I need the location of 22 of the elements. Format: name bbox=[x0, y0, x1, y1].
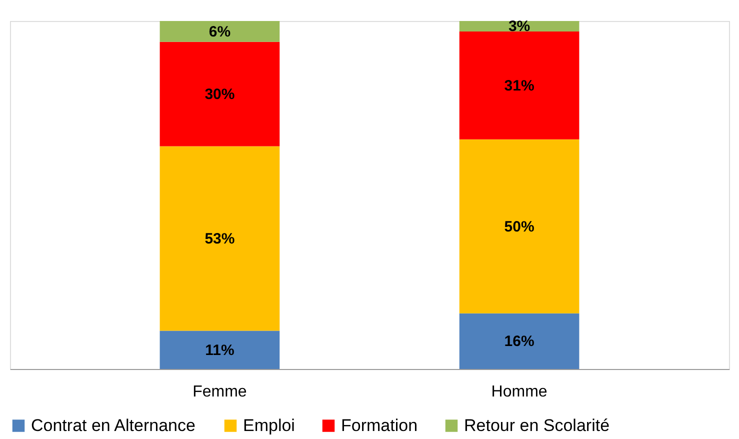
legend-label: Retour en Scolarité bbox=[464, 416, 610, 435]
data-label: 16% bbox=[504, 333, 534, 350]
bar bbox=[459, 21, 580, 32]
bar bbox=[160, 21, 280, 42]
legend-label: Emploi bbox=[243, 416, 295, 435]
data-label: 50% bbox=[504, 218, 534, 236]
bar bbox=[459, 313, 580, 369]
data-label: 53% bbox=[204, 230, 235, 248]
data-label: 30% bbox=[204, 86, 235, 104]
bar bbox=[160, 146, 280, 331]
legend-label: Contrat en Alternance bbox=[31, 416, 196, 435]
bar bbox=[160, 42, 280, 146]
x-tick-label: Homme bbox=[491, 384, 548, 400]
data-label: 11% bbox=[205, 342, 234, 359]
data-label: 31% bbox=[504, 77, 534, 94]
bar bbox=[459, 139, 580, 314]
data-label: 3% bbox=[508, 18, 530, 36]
bar bbox=[160, 330, 280, 369]
data-label: 6% bbox=[208, 23, 231, 40]
legend-label: Formation bbox=[341, 416, 418, 435]
bar bbox=[459, 31, 580, 140]
x-tick-label: Femme bbox=[192, 384, 247, 400]
